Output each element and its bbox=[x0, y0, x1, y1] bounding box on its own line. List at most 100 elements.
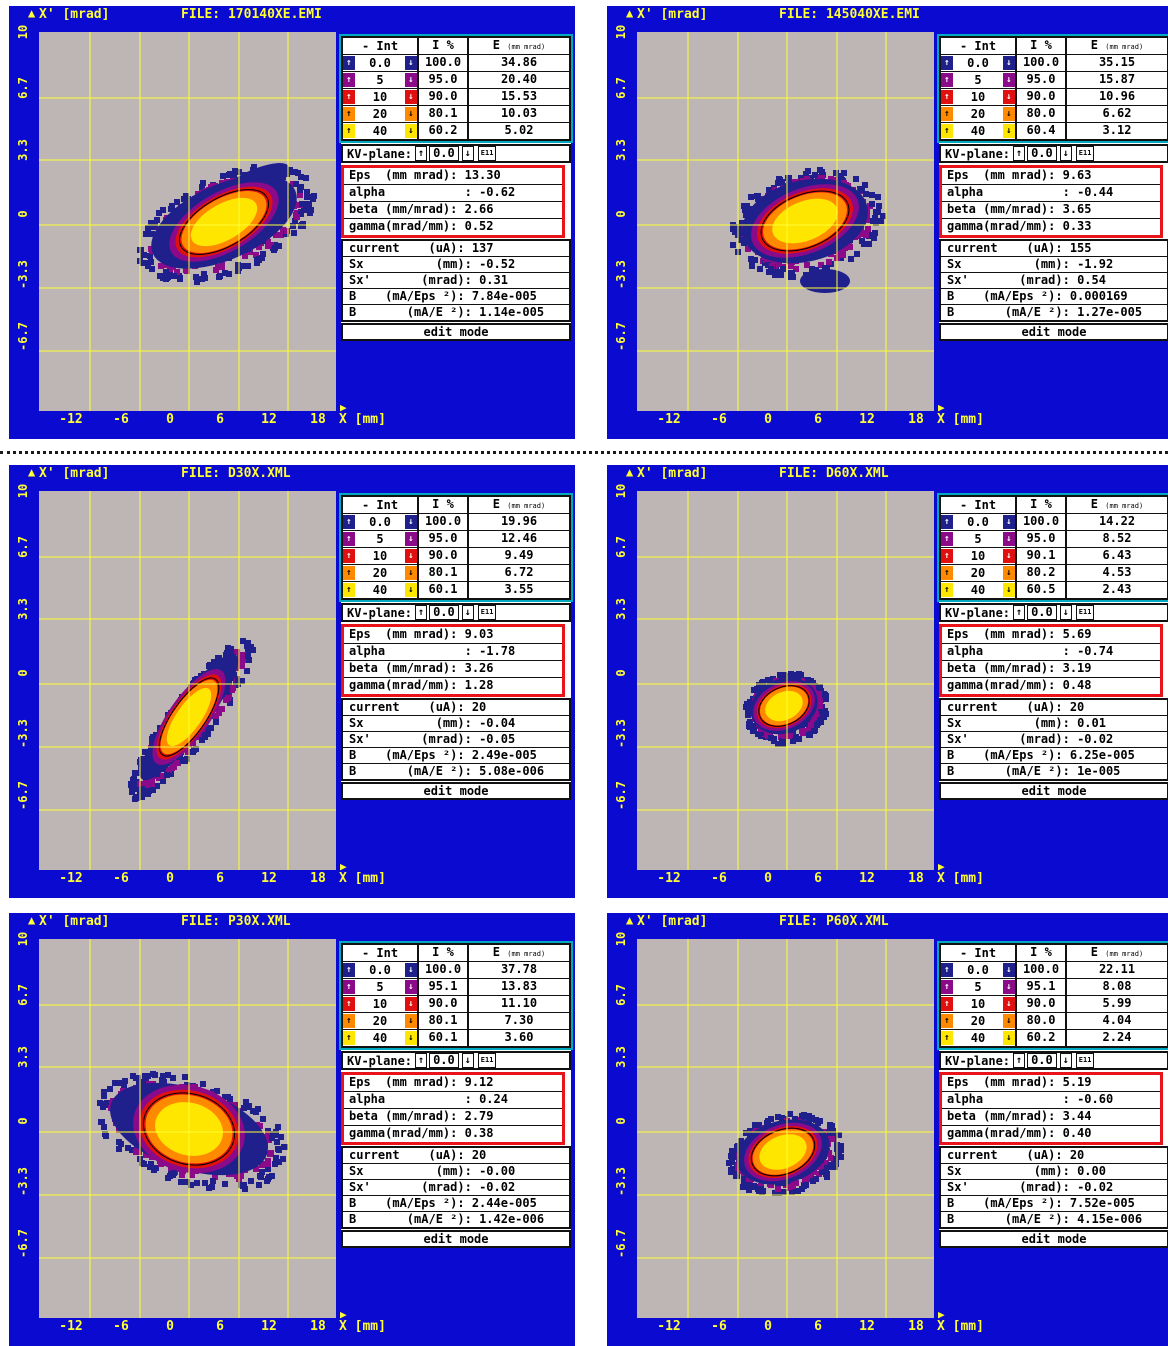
level-down-icon[interactable]: ↓ bbox=[405, 73, 417, 87]
kv-down-arrow-icon[interactable]: ↓ bbox=[461, 146, 474, 161]
level-down-icon[interactable]: ↓ bbox=[1003, 107, 1015, 121]
level-up-icon[interactable]: ↑ bbox=[343, 1031, 355, 1045]
level-down-icon[interactable]: ↓ bbox=[405, 566, 417, 580]
kv-e11-button[interactable]: E11 bbox=[1075, 1053, 1095, 1068]
level-down-icon[interactable]: ↓ bbox=[1003, 124, 1015, 138]
x-tick-label: -12 bbox=[657, 1319, 681, 1334]
level-up-icon[interactable]: ↑ bbox=[941, 107, 953, 121]
kv-up-arrow-icon[interactable]: ↑ bbox=[1013, 1053, 1026, 1068]
edit-mode-button[interactable]: edit mode bbox=[939, 782, 1168, 800]
level-up-icon[interactable]: ↑ bbox=[343, 997, 355, 1011]
level-up-icon[interactable]: ↑ bbox=[343, 107, 355, 121]
level-up-icon[interactable]: ↑ bbox=[941, 1014, 953, 1028]
level-up-icon[interactable]: ↑ bbox=[343, 124, 355, 138]
level-up-icon[interactable]: ↑ bbox=[343, 56, 355, 70]
kv-up-arrow-icon[interactable]: ↑ bbox=[415, 605, 428, 620]
level-up-icon[interactable]: ↑ bbox=[941, 56, 953, 70]
level-down-icon[interactable]: ↓ bbox=[1003, 566, 1015, 580]
kv-down-arrow-icon[interactable]: ↓ bbox=[1059, 1053, 1072, 1068]
x-tick-label: 18 bbox=[908, 871, 924, 886]
kv-plane-value[interactable]: 0.0 bbox=[1027, 146, 1057, 161]
level-up-icon[interactable]: ↑ bbox=[941, 73, 953, 87]
level-down-icon[interactable]: ↓ bbox=[405, 532, 417, 546]
level-down-icon[interactable]: ↓ bbox=[1003, 1014, 1015, 1028]
kv-plane-value[interactable]: 0.0 bbox=[1027, 1053, 1057, 1068]
level-down-icon[interactable]: ↓ bbox=[1003, 532, 1015, 546]
level-down-icon[interactable]: ↓ bbox=[1003, 997, 1015, 1011]
level-up-icon[interactable]: ↑ bbox=[343, 980, 355, 994]
level-down-icon[interactable]: ↓ bbox=[1003, 963, 1015, 977]
level-down-icon[interactable]: ↓ bbox=[405, 90, 417, 104]
edit-mode-button[interactable]: edit mode bbox=[341, 1230, 571, 1248]
phase-space-plot[interactable] bbox=[637, 939, 934, 1318]
phase-space-plot[interactable] bbox=[39, 32, 336, 411]
kv-up-arrow-icon[interactable]: ↑ bbox=[415, 1053, 428, 1068]
level-down-icon[interactable]: ↓ bbox=[1003, 549, 1015, 563]
level-down-icon[interactable]: ↓ bbox=[1003, 980, 1015, 994]
level-up-icon[interactable]: ↑ bbox=[941, 124, 953, 138]
level-down-icon[interactable]: ↓ bbox=[1003, 90, 1015, 104]
level-down-icon[interactable]: ↓ bbox=[405, 107, 417, 121]
beam-label: B (mA/E ²): bbox=[349, 764, 472, 778]
kv-down-arrow-icon[interactable]: ↓ bbox=[461, 1053, 474, 1068]
level-up-icon[interactable]: ↑ bbox=[941, 549, 953, 563]
level-up-icon[interactable]: ↑ bbox=[343, 532, 355, 546]
level-down-icon[interactable]: ↓ bbox=[405, 124, 417, 138]
kv-up-arrow-icon[interactable]: ↑ bbox=[415, 146, 428, 161]
level-down-icon[interactable]: ↓ bbox=[405, 980, 417, 994]
level-down-icon[interactable]: ↓ bbox=[1003, 73, 1015, 87]
kv-down-arrow-icon[interactable]: ↓ bbox=[1059, 146, 1072, 161]
level-up-icon[interactable]: ↑ bbox=[343, 73, 355, 87]
twiss-value: 0.38 bbox=[464, 1126, 494, 1140]
level-down-icon[interactable]: ↓ bbox=[405, 583, 417, 597]
edit-mode-button[interactable]: edit mode bbox=[341, 782, 571, 800]
phase-space-plot[interactable] bbox=[637, 32, 934, 411]
level-down-icon[interactable]: ↓ bbox=[405, 56, 417, 70]
level-down-icon[interactable]: ↓ bbox=[405, 515, 417, 529]
edit-mode-button[interactable]: edit mode bbox=[341, 323, 571, 341]
level-up-icon[interactable]: ↑ bbox=[941, 583, 953, 597]
level-down-icon[interactable]: ↓ bbox=[405, 1014, 417, 1028]
phase-space-plot[interactable] bbox=[637, 491, 934, 870]
level-up-icon[interactable]: ↑ bbox=[343, 515, 355, 529]
level-down-icon[interactable]: ↓ bbox=[405, 963, 417, 977]
kv-e11-button[interactable]: E11 bbox=[477, 605, 497, 620]
kv-up-arrow-icon[interactable]: ↑ bbox=[1013, 605, 1026, 620]
level-down-icon[interactable]: ↓ bbox=[1003, 515, 1015, 529]
level-up-icon[interactable]: ↑ bbox=[343, 583, 355, 597]
kv-plane-value[interactable]: 0.0 bbox=[429, 1053, 459, 1068]
level-up-icon[interactable]: ↑ bbox=[941, 997, 953, 1011]
level-down-icon[interactable]: ↓ bbox=[1003, 583, 1015, 597]
kv-e11-button[interactable]: E11 bbox=[477, 1053, 497, 1068]
level-down-icon[interactable]: ↓ bbox=[405, 549, 417, 563]
level-up-icon[interactable]: ↑ bbox=[343, 963, 355, 977]
level-down-icon[interactable]: ↓ bbox=[405, 1031, 417, 1045]
kv-up-arrow-icon[interactable]: ↑ bbox=[1013, 146, 1026, 161]
kv-down-arrow-icon[interactable]: ↓ bbox=[1059, 605, 1072, 620]
level-up-icon[interactable]: ↑ bbox=[941, 963, 953, 977]
kv-e11-button[interactable]: E11 bbox=[477, 146, 497, 161]
edit-mode-button[interactable]: edit mode bbox=[939, 323, 1168, 341]
level-up-icon[interactable]: ↑ bbox=[343, 566, 355, 580]
level-down-icon[interactable]: ↓ bbox=[1003, 1031, 1015, 1045]
phase-space-plot[interactable] bbox=[39, 939, 336, 1318]
level-down-icon[interactable]: ↓ bbox=[1003, 56, 1015, 70]
kv-plane-value[interactable]: 0.0 bbox=[429, 605, 459, 620]
phase-space-plot[interactable] bbox=[39, 491, 336, 870]
level-up-icon[interactable]: ↑ bbox=[941, 532, 953, 546]
kv-down-arrow-icon[interactable]: ↓ bbox=[461, 605, 474, 620]
level-up-icon[interactable]: ↑ bbox=[343, 1014, 355, 1028]
kv-plane-value[interactable]: 0.0 bbox=[429, 146, 459, 161]
kv-plane-value[interactable]: 0.0 bbox=[1027, 605, 1057, 620]
level-up-icon[interactable]: ↑ bbox=[941, 515, 953, 529]
level-down-icon[interactable]: ↓ bbox=[405, 997, 417, 1011]
edit-mode-button[interactable]: edit mode bbox=[939, 1230, 1168, 1248]
level-up-icon[interactable]: ↑ bbox=[343, 90, 355, 104]
level-up-icon[interactable]: ↑ bbox=[941, 1031, 953, 1045]
kv-e11-button[interactable]: E11 bbox=[1075, 146, 1095, 161]
level-up-icon[interactable]: ↑ bbox=[343, 549, 355, 563]
level-up-icon[interactable]: ↑ bbox=[941, 980, 953, 994]
kv-e11-button[interactable]: E11 bbox=[1075, 605, 1095, 620]
level-up-icon[interactable]: ↑ bbox=[941, 90, 953, 104]
level-up-icon[interactable]: ↑ bbox=[941, 566, 953, 580]
